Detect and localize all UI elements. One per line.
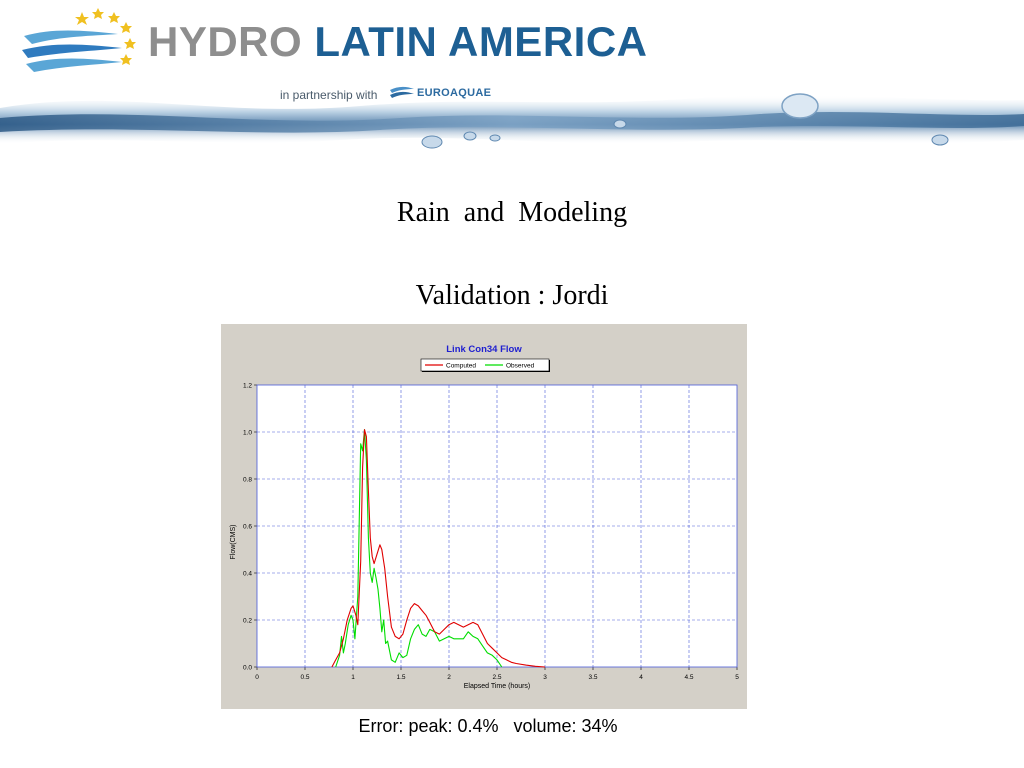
chart-legend: Computed Observed <box>420 358 550 372</box>
x-tick-label: 0.5 <box>300 674 309 681</box>
plot-border <box>256 384 738 668</box>
x-axis-label: Elapsed Time (hours) <box>464 683 531 690</box>
x-tick-label: 3.5 <box>588 674 597 681</box>
x-tick-label: 4.5 <box>684 674 693 681</box>
y-tick-label: 0.4 <box>243 571 252 578</box>
brand-wordmark: HYDRO LATIN AMERICA <box>148 18 648 66</box>
y-tick-label: 1.0 <box>243 430 252 437</box>
x-tick-label: 2 <box>447 674 451 681</box>
hydro-logo-icon <box>22 8 136 72</box>
brand-hydro: HYDRO <box>148 18 303 65</box>
chart-title: Link Con34 Flow <box>446 344 522 355</box>
x-tick-label: 1.5 <box>396 674 405 681</box>
partner-name: EUROAQUAE <box>417 87 492 99</box>
x-tick-label: 4 <box>639 674 643 681</box>
x-tick-label: 5 <box>735 674 739 681</box>
y-tick-label: 1.2 <box>243 383 252 390</box>
plot-area: 0 0.5 1 1.5 2 2.5 3 3.5 4 4.5 5 0.0 0.2 0.4 0.6 0.8 1.0 1… <box>243 383 739 682</box>
partnership-text: in partnership with <box>280 88 378 102</box>
flow-chart: Link Con34 Flow Computed Observed 0 0.5 1 1.… <box>221 324 747 709</box>
legend-label-observed: Observed <box>506 363 535 370</box>
euroaquae-logo: EUROAQUAE <box>390 86 491 100</box>
legend-label-computed: Computed <box>446 363 476 370</box>
water-splash-image <box>0 93 1024 149</box>
header-banner: HYDRO LATIN AMERICA in partnership with … <box>0 0 1024 160</box>
flow-chart-svg: Link Con34 Flow Computed Observed 0 0.5 1 1.… <box>221 324 747 709</box>
x-tick-label: 1 <box>351 674 355 681</box>
y-tick-label: 0.8 <box>243 477 252 484</box>
x-tick-label: 2.5 <box>492 674 501 681</box>
euroaquae-wave-icon <box>390 86 414 98</box>
x-tick-label: 3 <box>543 674 547 681</box>
x-tick-label: 0 <box>255 674 259 681</box>
y-tick-label: 0.6 <box>243 524 252 531</box>
error-caption: Error: peak: 0.4% volume: 34% <box>358 716 618 736</box>
slide-title: Rain and Modeling <box>396 197 628 228</box>
y-tick-label: 0.0 <box>243 665 252 672</box>
y-axis-label: Flow(CMS) <box>230 525 237 560</box>
series-line-observed <box>335 429 503 668</box>
series-line-computed <box>331 429 546 668</box>
brand-latin-america: LATIN AMERICA <box>314 18 648 65</box>
y-tick-label: 0.2 <box>243 618 252 625</box>
slide-subtitle: Validation : Jordi <box>415 280 609 311</box>
